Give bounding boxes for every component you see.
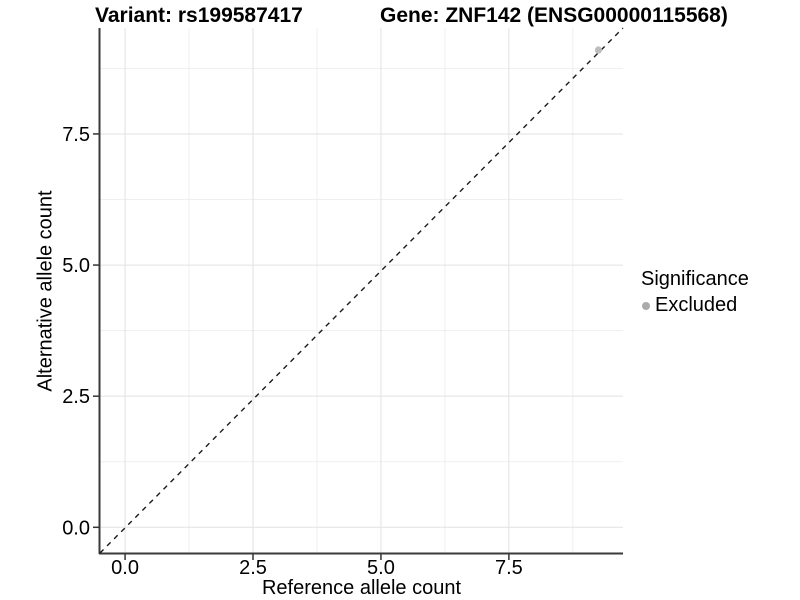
data-point [594,46,603,54]
variant-title: Variant: rs199587417 [95,4,303,27]
legend-item-excluded: Excluded [642,294,749,317]
legend-item-label: Excluded [655,294,738,316]
y-axis-title: Alternative allele count [34,190,57,392]
y-tick-label: 5.0 [62,255,90,277]
y-tick-label: 0.0 [62,517,90,539]
identity-dashed-line [99,27,624,554]
gene-title: Gene: ZNF142 (ENSG00000115568) [380,4,728,27]
x-tick-label: 5.0 [367,557,395,579]
y-tick-label: 7.5 [62,124,90,146]
legend: Significance Excluded [641,268,749,317]
x-tick-label: 7.5 [495,557,523,579]
y-tick-label: 2.5 [62,386,90,408]
x-axis-title: Reference allele count [261,577,461,599]
legend-title: Significance [641,268,749,290]
x-tick-label: 2.5 [239,557,267,579]
x-tick-label: 0.0 [111,557,139,579]
excluded-point-icon [642,301,650,310]
